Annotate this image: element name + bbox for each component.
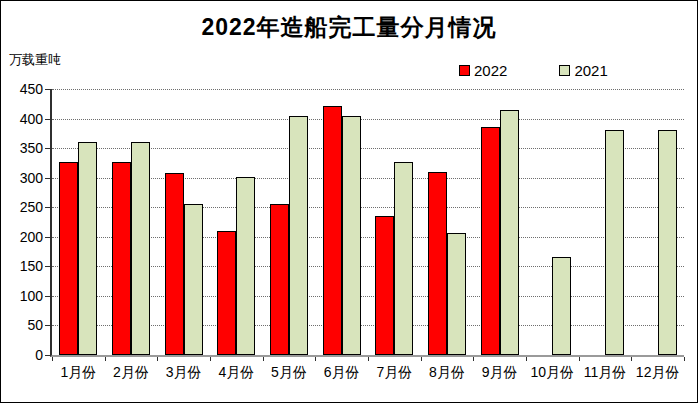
legend-swatch-2021-icon bbox=[559, 65, 570, 76]
legend-item-2021: 2021 bbox=[559, 62, 607, 79]
x-tick-label-12: 12月份 bbox=[636, 364, 680, 382]
chart-container: 2022年造船完工量分月情况 万载重吨 2022 2021 0 50 100 150 2… bbox=[0, 0, 698, 403]
y-tick-150 bbox=[45, 266, 50, 267]
x-axis-tick-2 bbox=[157, 357, 158, 361]
legend-label-2022: 2022 bbox=[474, 62, 507, 79]
y-tick-label-50: 50 bbox=[1, 317, 43, 333]
bar-2022-3月份 bbox=[165, 173, 184, 355]
x-tick-label-5: 5月份 bbox=[271, 364, 307, 382]
bar-2022-7月份 bbox=[375, 216, 394, 355]
bar-2021-8月份 bbox=[447, 233, 466, 355]
bar-2022-9月份 bbox=[481, 127, 500, 355]
x-axis-tick-7 bbox=[421, 357, 422, 361]
x-tick-label-9: 9月份 bbox=[482, 364, 518, 382]
y-tick-label-200: 200 bbox=[1, 229, 43, 245]
x-axis-tick-5 bbox=[315, 357, 316, 361]
y-tick-label-250: 250 bbox=[1, 199, 43, 215]
y-tick-100 bbox=[45, 296, 50, 297]
y-tick-350 bbox=[45, 148, 50, 149]
y-tick-label-400: 400 bbox=[1, 111, 43, 127]
legend-swatch-2022-icon bbox=[459, 65, 470, 76]
bar-2021-3月份 bbox=[184, 204, 203, 355]
bar-2021-12月份 bbox=[658, 130, 677, 355]
legend-label-2021: 2021 bbox=[574, 62, 607, 79]
x-tick-label-11: 11月份 bbox=[584, 364, 627, 382]
y-tick-200 bbox=[45, 237, 50, 238]
chart-title: 2022年造船完工量分月情况 bbox=[1, 12, 697, 43]
bar-2021-9月份 bbox=[500, 110, 519, 355]
bar-2021-2月份 bbox=[131, 142, 150, 355]
bar-2022-1月份 bbox=[59, 162, 78, 355]
bar-2021-4月份 bbox=[236, 177, 255, 356]
x-tick-label-8: 8月份 bbox=[429, 364, 465, 382]
bar-2022-6月份 bbox=[323, 106, 342, 355]
plot-area bbox=[50, 89, 684, 357]
y-tick-50 bbox=[45, 325, 50, 326]
x-tick-label-10: 10月份 bbox=[531, 364, 575, 382]
x-axis-tick-0 bbox=[52, 357, 53, 361]
legend: 2022 2021 bbox=[459, 62, 608, 79]
x-tick-label-7: 7月份 bbox=[376, 364, 412, 382]
bar-2022-2月份 bbox=[112, 162, 131, 355]
x-axis-tick-9 bbox=[526, 357, 527, 361]
y-tick-label-0: 0 bbox=[1, 347, 43, 363]
bar-2022-5月份 bbox=[270, 204, 289, 355]
y-tick-250 bbox=[45, 207, 50, 208]
bar-2021-7月份 bbox=[394, 162, 413, 355]
bar-2021-5月份 bbox=[289, 116, 308, 355]
x-axis-tick-1 bbox=[105, 357, 106, 361]
y-tick-label-350: 350 bbox=[1, 140, 43, 156]
bar-2021-11月份 bbox=[605, 130, 624, 355]
x-tick-label-1: 1月份 bbox=[60, 364, 96, 382]
y-tick-0 bbox=[45, 355, 50, 356]
x-axis-tick-4 bbox=[263, 357, 264, 361]
y-axis-unit-label: 万载重吨 bbox=[9, 51, 61, 69]
gridline-450 bbox=[52, 89, 684, 90]
y-tick-400 bbox=[45, 119, 50, 120]
gridline-400 bbox=[52, 119, 684, 120]
bar-2022-8月份 bbox=[428, 172, 447, 355]
x-tick-label-2: 2月份 bbox=[113, 364, 149, 382]
bar-2021-1月份 bbox=[78, 142, 97, 355]
x-axis-tick-6 bbox=[368, 357, 369, 361]
legend-item-2022: 2022 bbox=[459, 62, 507, 79]
bar-2021-6月份 bbox=[342, 116, 361, 355]
bar-2022-4月份 bbox=[217, 231, 236, 355]
bar-2021-10月份 bbox=[552, 257, 571, 355]
x-axis-tick-11 bbox=[631, 357, 632, 361]
y-tick-label-450: 450 bbox=[1, 81, 43, 97]
x-axis-tick-10 bbox=[579, 357, 580, 361]
x-axis-tick-8 bbox=[473, 357, 474, 361]
x-axis-tick-3 bbox=[210, 357, 211, 361]
y-tick-label-100: 100 bbox=[1, 288, 43, 304]
x-tick-label-4: 4月份 bbox=[218, 364, 254, 382]
x-axis-tick-12 bbox=[684, 357, 685, 361]
x-tick-label-6: 6月份 bbox=[324, 364, 360, 382]
y-tick-label-300: 300 bbox=[1, 170, 43, 186]
x-tick-label-3: 3月份 bbox=[166, 364, 202, 382]
y-tick-300 bbox=[45, 178, 50, 179]
y-tick-label-150: 150 bbox=[1, 258, 43, 274]
y-tick-450 bbox=[45, 89, 50, 90]
